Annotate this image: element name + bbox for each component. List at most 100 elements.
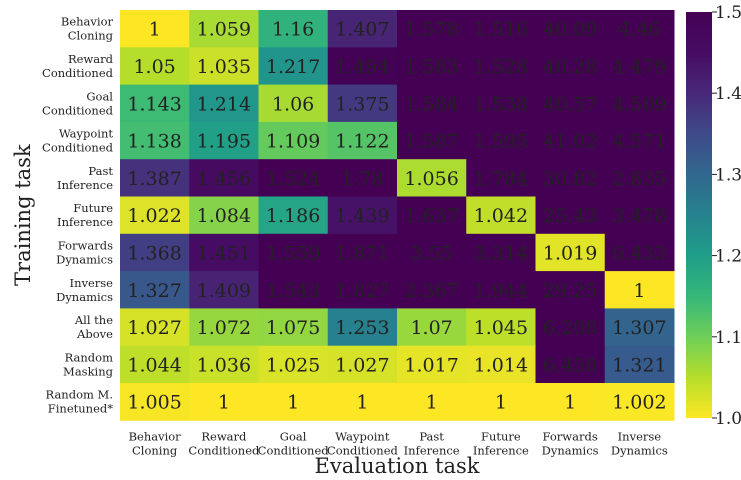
cell-value-label: 1.138 <box>127 131 181 153</box>
cell-value-label: 1 <box>495 392 507 414</box>
heatmap-cell <box>258 383 329 421</box>
cell-value-label: 1.05 <box>133 56 175 78</box>
colorbar-tick-label: 1.2 <box>715 247 741 267</box>
heatmap-cell <box>604 47 675 86</box>
cell-value-label: 1.375 <box>335 93 389 115</box>
cell-value-label: 1.06 <box>272 93 314 115</box>
cell-value-label: 1.637 <box>404 205 458 227</box>
cell-value-label: 1.084 <box>197 205 251 227</box>
heatmap-cell <box>327 10 398 48</box>
cell-value-label: 1.019 <box>543 242 597 264</box>
heatmap-cell <box>535 271 606 309</box>
cell-value-label: 1.543 <box>266 280 320 302</box>
heatmap-cell <box>535 345 606 384</box>
x-tick-label: Past <box>419 429 444 443</box>
cell-value-label: 1 <box>426 392 438 414</box>
cell-value-label: 1.494 <box>335 56 389 78</box>
cell-value-label: 1.584 <box>404 93 458 115</box>
heatmap-cell <box>604 345 675 384</box>
cell-value-label: 1.014 <box>474 354 528 376</box>
heatmap-cell <box>397 10 467 48</box>
cell-value-label: 1.516 <box>474 19 528 41</box>
cell-value-label: 1 <box>149 19 161 41</box>
y-tick-label: Inference <box>57 178 113 192</box>
heatmap-cell <box>327 47 398 86</box>
cell-value-label: 1.253 <box>335 317 389 339</box>
cell-value-label: 1.195 <box>197 131 251 153</box>
heatmap-cell <box>189 121 259 160</box>
cell-value-label: 1.07 <box>410 317 452 339</box>
cell-value-label: 1.407 <box>335 19 389 41</box>
heatmap-cell <box>604 159 675 197</box>
cell-value-label: 4.509 <box>612 93 666 115</box>
cell-value-label: 1.027 <box>127 317 181 339</box>
heatmap-cell <box>258 308 329 347</box>
x-tick-label: Forwards <box>543 429 598 443</box>
cell-value-label: 1.451 <box>197 242 251 264</box>
heatmap-cell <box>189 159 259 197</box>
x-tick-label: Inference <box>404 443 460 457</box>
cell-value-label: 6.458 <box>543 354 597 376</box>
heatmap-cell <box>327 383 398 421</box>
heatmap-cell <box>397 47 467 86</box>
heatmap-cell <box>604 308 675 347</box>
heatmap-cell <box>189 233 259 272</box>
cell-value-label: 4.479 <box>612 56 666 78</box>
heatmap-cell <box>258 10 329 48</box>
y-tick-label: Goal <box>86 89 113 103</box>
x-tick-label: Inverse <box>618 429 662 443</box>
cell-value-label: 40.09 <box>543 19 597 41</box>
colorbar-tick-label: 1.1 <box>715 328 741 348</box>
heatmap-cell <box>466 10 536 48</box>
heatmap-cell <box>535 233 606 272</box>
cell-value-label: 4.46 <box>618 19 660 41</box>
heatmap-cell <box>535 121 606 160</box>
cell-value-label: 3.478 <box>612 205 666 227</box>
heatmap-cell <box>604 10 675 48</box>
heatmap-cell <box>120 271 190 309</box>
y-tick-label: Forwards <box>58 238 113 252</box>
cell-value-label: 1.143 <box>127 93 181 115</box>
cell-value-label: 41.02 <box>543 131 597 153</box>
colorbar-tick-label: 1.5 <box>715 3 741 23</box>
y-tick-label: Cloning <box>68 29 114 43</box>
heatmap-cell <box>189 47 259 86</box>
heatmap-cell <box>397 233 467 272</box>
cell-value-label: 1.122 <box>335 131 389 153</box>
x-tick-label: Waypoint <box>335 429 390 443</box>
heatmap-cell <box>466 308 536 347</box>
cell-value-label: 1.044 <box>127 354 181 376</box>
heatmap-cell <box>397 271 467 309</box>
heatmap-cell <box>189 271 259 309</box>
heatmap-cell <box>120 233 190 272</box>
heatmap-cell <box>327 271 398 309</box>
heatmap-cell <box>189 196 259 235</box>
cell-value-label: 1.042 <box>474 205 528 227</box>
y-tick-label: Inference <box>57 215 113 229</box>
cell-value-label: 1.78 <box>341 168 383 190</box>
heatmap-cell <box>466 196 536 235</box>
heatmap-cell <box>466 84 536 123</box>
cell-value-label: 40.57 <box>543 93 597 115</box>
heatmap-cell <box>120 47 190 86</box>
heatmap-cell <box>258 121 329 160</box>
y-tick-label: All the <box>74 313 113 327</box>
colorbar-tick-label: 1.3 <box>715 165 741 185</box>
heatmap-cell <box>466 159 536 197</box>
cell-value-label: 1.439 <box>335 205 389 227</box>
cell-value-label: 1.056 <box>404 168 458 190</box>
heatmap-cell <box>327 84 398 123</box>
cell-value-label: 1.005 <box>127 392 181 414</box>
cell-value-label: 1.583 <box>404 56 458 78</box>
heatmap-cell <box>535 196 606 235</box>
cell-value-label: 1.456 <box>197 168 251 190</box>
heatmap-cell <box>397 84 467 123</box>
colorbar <box>686 12 712 418</box>
heatmap-cell <box>258 196 329 235</box>
cell-value-label: 1.559 <box>266 242 320 264</box>
cell-value-label: 2.367 <box>404 280 458 302</box>
cell-value-label: 30.82 <box>543 168 597 190</box>
heatmap-cell <box>397 383 467 421</box>
heatmap-cell <box>466 345 536 384</box>
heatmap-cell <box>604 383 675 421</box>
